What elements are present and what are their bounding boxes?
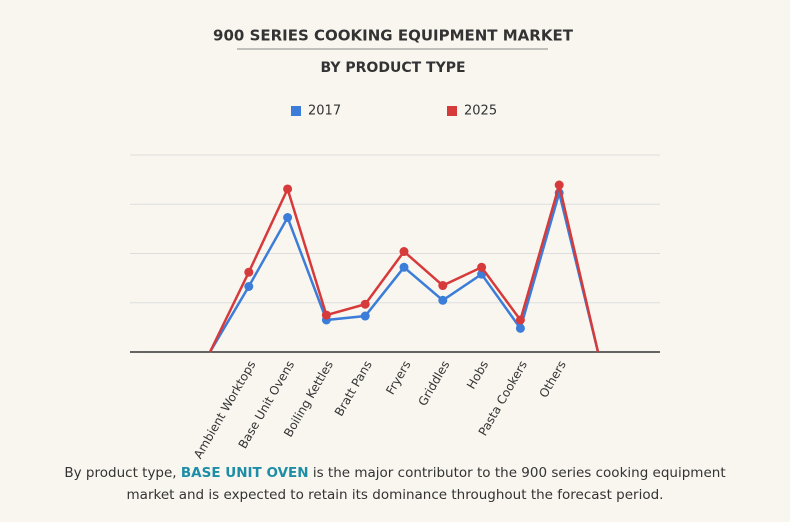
legend-label: 2025: [464, 104, 497, 119]
chart-subtitle: BY PRODUCT TYPE: [320, 60, 465, 76]
legend-swatch: [447, 106, 457, 116]
data-point: [321, 310, 331, 320]
data-point: [438, 281, 448, 291]
annotation: By product type, BASE UNIT OVEN is the m…: [64, 465, 725, 481]
data-point: [438, 295, 448, 305]
annotation-text: By product type,: [64, 465, 181, 481]
chart-title: 900 SERIES COOKING EQUIPMENT MARKET: [213, 27, 574, 45]
annotation-highlight: BASE UNIT OVEN: [181, 465, 309, 481]
data-point: [244, 281, 254, 291]
data-point: [283, 184, 293, 194]
annotation-text: is the major contributor to the 900 seri…: [309, 465, 726, 481]
annotation: market and is expected to retain its dom…: [127, 487, 664, 503]
legend-label: 2017: [308, 104, 341, 119]
data-point: [515, 323, 525, 333]
data-point: [399, 262, 409, 272]
data-point: [399, 247, 409, 257]
data-point: [360, 311, 370, 321]
data-point: [283, 213, 293, 223]
data-point: [477, 262, 487, 272]
data-point: [515, 315, 525, 325]
legend-swatch: [291, 106, 301, 116]
data-point: [244, 267, 254, 277]
data-point: [554, 180, 564, 190]
data-point: [360, 299, 370, 309]
